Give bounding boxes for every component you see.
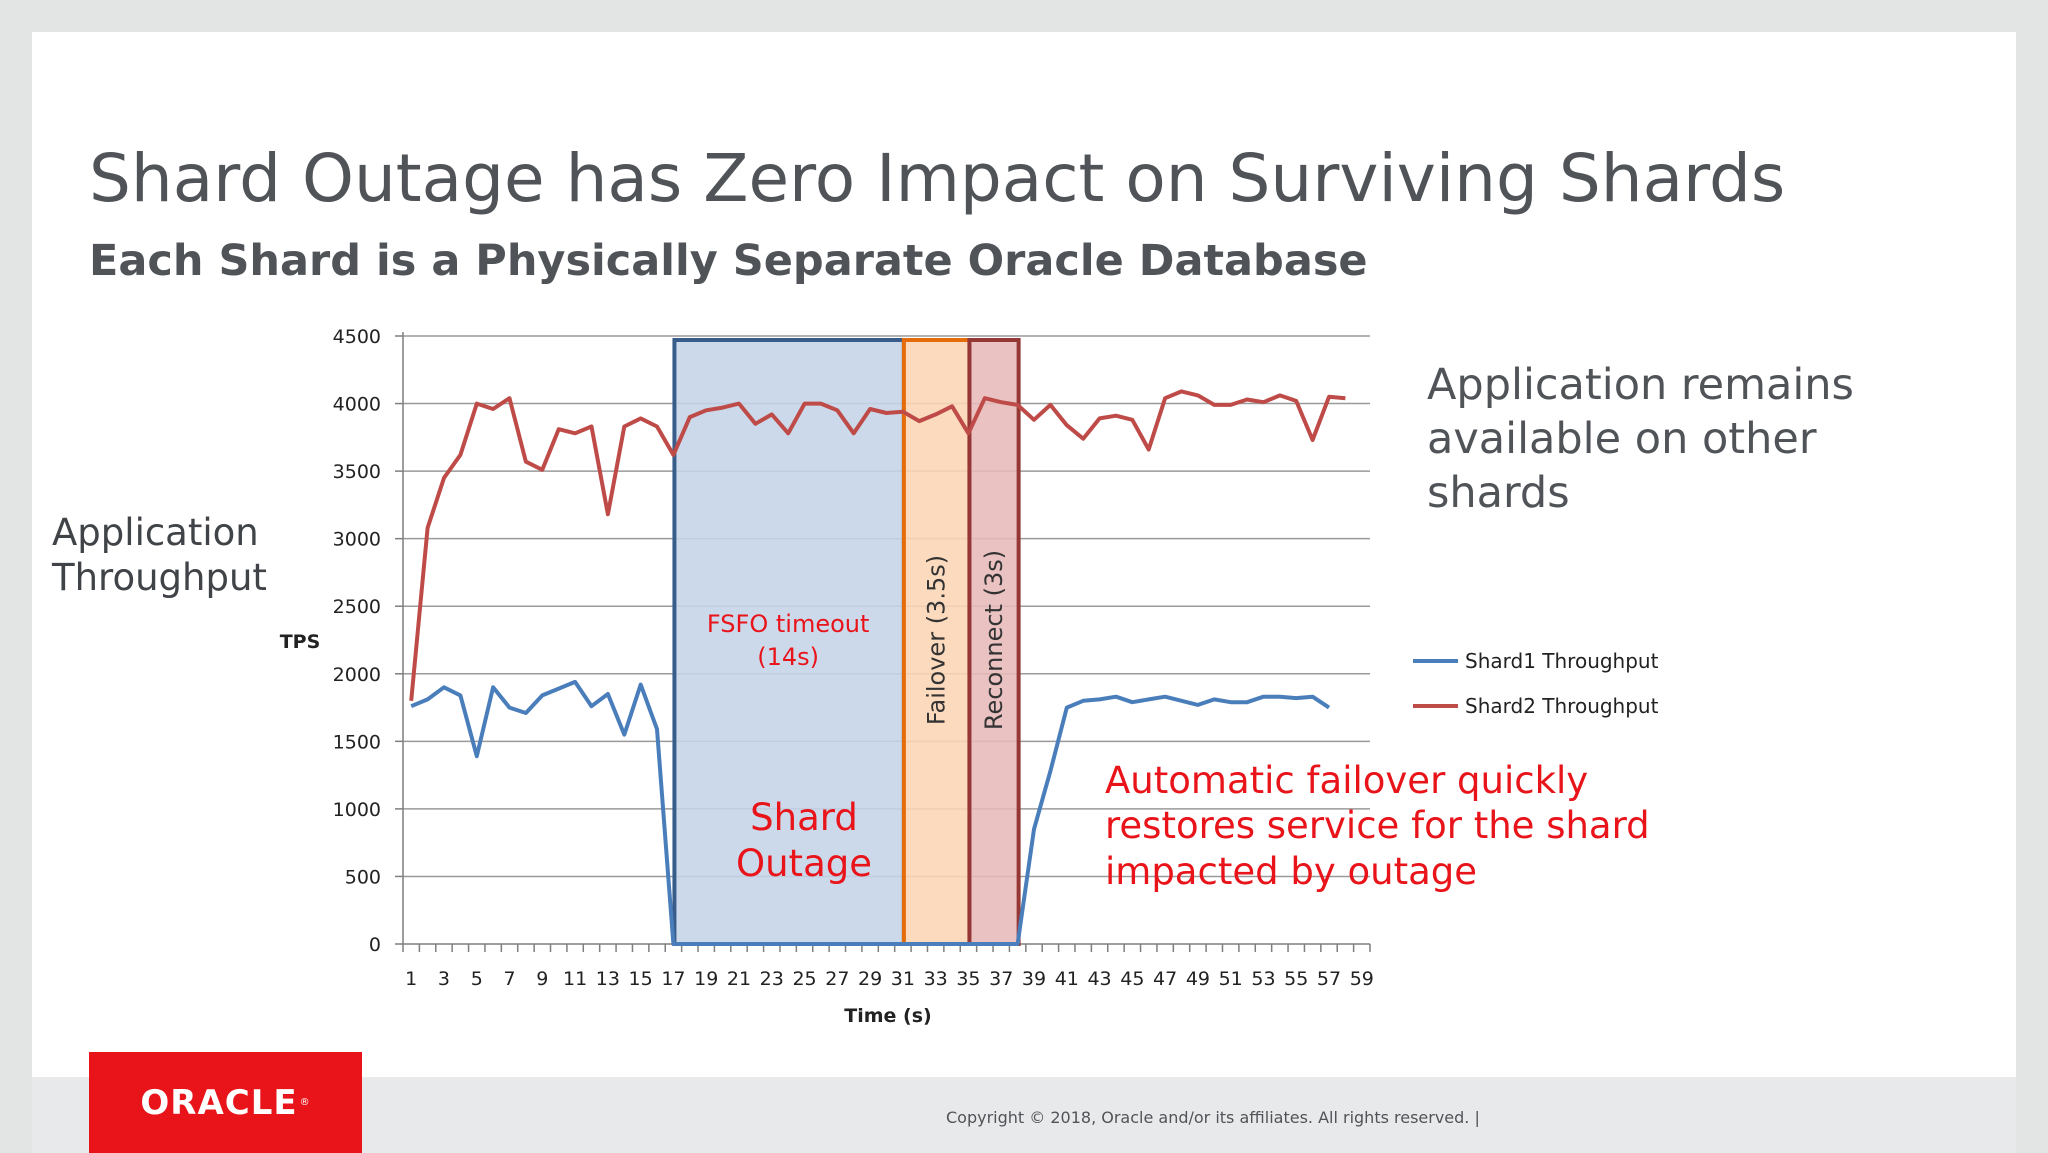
reconnect-region-label: Reconnect (3s) <box>980 550 1008 730</box>
x-tick-label: 1 <box>405 968 417 990</box>
x-tick-label: 59 <box>1350 968 1374 990</box>
availability-note-line1: Application remains <box>1427 360 1854 410</box>
slide-subtitle: Each Shard is a Physically Separate Orac… <box>89 236 1368 286</box>
side-label-line2: Throughput <box>52 556 267 599</box>
availability-note: Application remains available on other s… <box>1427 358 1854 520</box>
y-tick-label: 3500 <box>333 461 381 483</box>
x-tick-label: 21 <box>727 968 751 990</box>
x-tick-label: 45 <box>1120 968 1144 990</box>
x-tick-label: 23 <box>760 968 784 990</box>
x-tick-label: 49 <box>1186 968 1210 990</box>
x-tick-label: 7 <box>503 968 515 990</box>
legend-label-shard2: Shard2 Throughput <box>1465 694 1659 718</box>
x-tick-label: 19 <box>694 968 718 990</box>
y-tick-label: 3000 <box>333 529 381 551</box>
x-tick-label: 37 <box>989 968 1013 990</box>
x-tick-label: 55 <box>1284 968 1308 990</box>
legend-label-shard1: Shard1 Throughput <box>1465 649 1659 673</box>
x-tick-label: 9 <box>536 968 548 990</box>
slide-title: Shard Outage has Zero Impact on Survivin… <box>89 140 1786 217</box>
x-tick-label: 25 <box>792 968 816 990</box>
oracle-logo-text: ORACLE <box>140 1082 298 1123</box>
availability-note-line2: available on other <box>1427 414 1817 464</box>
oracle-logo: ORACLE ® <box>89 1052 362 1153</box>
x-tick-label: 3 <box>438 968 450 990</box>
failover-note-line2: restores service for the shard <box>1105 804 1650 847</box>
x-tick-label: 53 <box>1251 968 1275 990</box>
x-tick-label: 47 <box>1153 968 1177 990</box>
shard-outage-label-line2: Outage <box>736 842 872 885</box>
x-tick-label: 33 <box>924 968 948 990</box>
availability-note-line3: shards <box>1427 468 1570 518</box>
y-tick-label: 500 <box>345 866 381 888</box>
x-tick-label: 51 <box>1219 968 1243 990</box>
outage-region-label-line1: FSFO timeout <box>707 610 869 638</box>
copyright-text: Copyright © 2018, Oracle and/or its affi… <box>946 1108 1480 1127</box>
footer-band <box>32 1077 2016 1153</box>
x-tick-label: 11 <box>563 968 587 990</box>
x-tick-label: 5 <box>471 968 483 990</box>
y-axis-title: TPS <box>280 631 321 653</box>
y-tick-label: 0 <box>369 934 381 956</box>
x-axis-title: Time (s) <box>844 1005 931 1027</box>
x-tick-label: 43 <box>1087 968 1111 990</box>
y-tick-label: 4000 <box>333 394 381 416</box>
y-side-label: Application Throughput <box>52 510 267 600</box>
y-tick-label: 1000 <box>333 799 381 821</box>
y-tick-label: 4500 <box>333 326 381 348</box>
x-tick-label: 27 <box>825 968 849 990</box>
series-line-shard1 <box>410 679 1331 946</box>
failover-note-line3: impacted by outage <box>1105 850 1477 893</box>
region-reconnect <box>967 338 1021 946</box>
x-tick-label: 15 <box>629 968 653 990</box>
shard-outage-label-line1: Shard <box>750 796 858 839</box>
x-tick-label: 41 <box>1055 968 1079 990</box>
x-tick-label: 57 <box>1317 968 1341 990</box>
failover-region-label: Failover (3.5s) <box>923 555 951 725</box>
x-tick-label: 35 <box>956 968 980 990</box>
y-tick-label: 1500 <box>333 731 381 753</box>
x-tick-label: 39 <box>1022 968 1046 990</box>
region-outage <box>672 338 906 946</box>
series-line-shard2 <box>409 389 1346 701</box>
y-tick-label: 2500 <box>333 596 381 618</box>
outage-region-label-line2: (14s) <box>757 643 819 671</box>
failover-note-line1: Automatic failover quickly <box>1105 759 1588 802</box>
y-tick-label: 2000 <box>333 664 381 686</box>
x-tick-label: 29 <box>858 968 882 990</box>
x-tick-label: 17 <box>661 968 685 990</box>
side-label-line1: Application <box>52 511 259 554</box>
x-tick-label: 31 <box>891 968 915 990</box>
x-tick-label: 13 <box>596 968 620 990</box>
